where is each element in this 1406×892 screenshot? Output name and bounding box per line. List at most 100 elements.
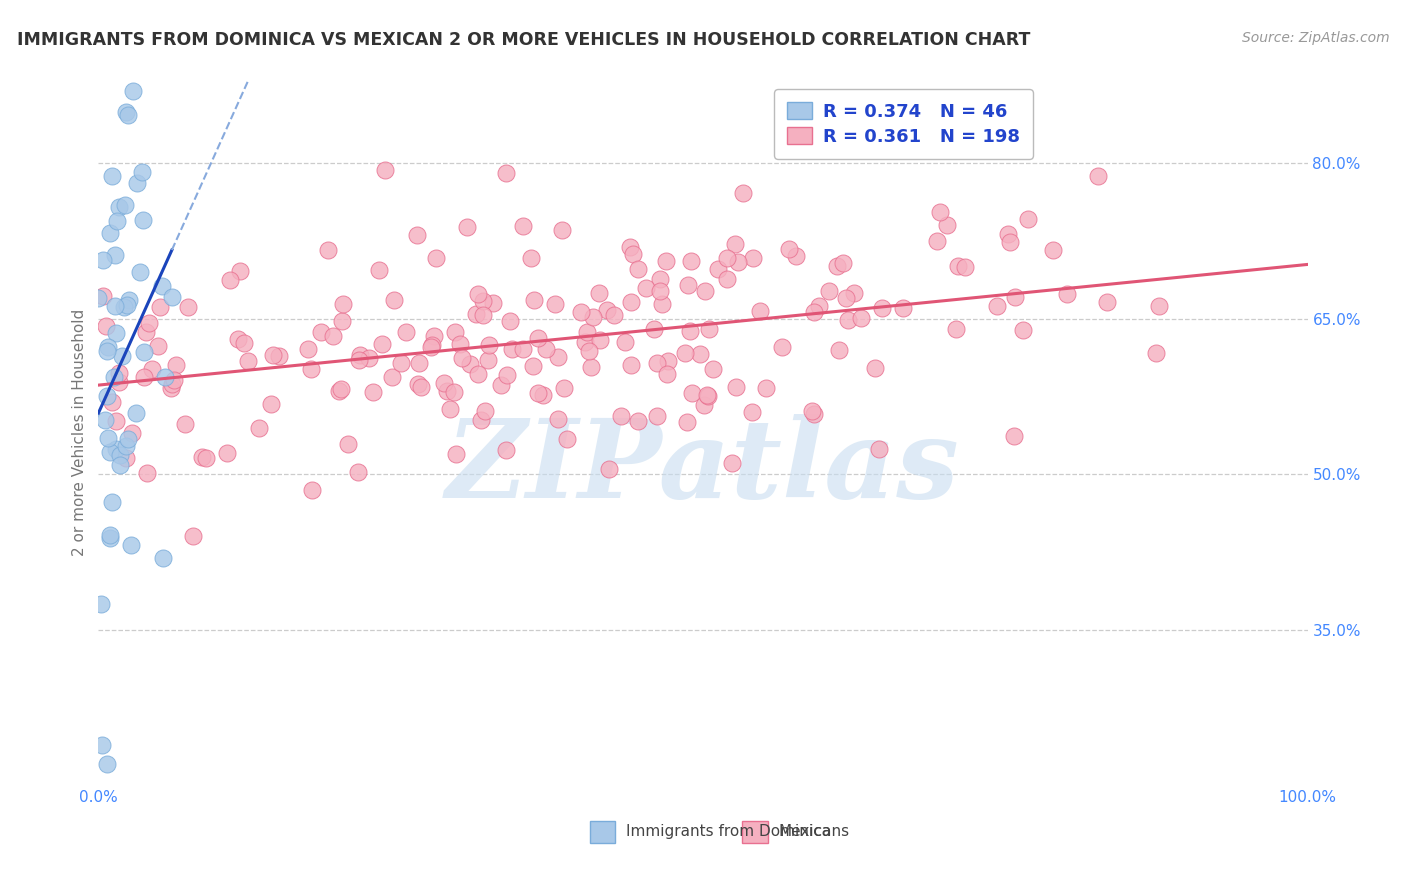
Point [574,335,596,350]
Point [610,409,633,424]
Point [467,286,489,301]
Point [226,332,249,346]
Point [337,437,360,451]
Point [534,342,557,356]
Point [697,321,720,335]
Point [125,406,148,420]
Point [927,234,949,248]
Point [389,355,412,369]
Point [512,219,534,233]
Point [785,249,807,263]
Point [163,373,186,387]
Text: Source: ZipAtlas.com: Source: ZipAtlas.com [1241,31,1389,45]
Point [495,443,517,458]
Point [97,431,120,445]
Point [501,342,523,356]
Point [229,264,252,278]
Point [93,252,115,267]
Point [316,243,339,257]
Point [953,260,976,275]
Point [141,361,163,376]
Point [512,342,534,356]
Point [471,293,494,308]
Point [94,413,117,427]
Point [553,381,575,395]
Point [96,389,118,403]
Point [627,414,650,428]
Point [160,381,183,395]
Point [650,284,672,298]
Point [347,353,370,368]
Point [531,388,554,402]
Point [832,256,855,270]
Point [153,370,176,384]
Point [148,339,170,353]
Point [423,329,446,343]
Point [835,291,858,305]
Point [349,348,371,362]
Point [267,349,290,363]
Point [482,295,505,310]
Point [578,343,600,358]
Point [681,253,703,268]
Point [96,344,118,359]
Point [297,343,319,357]
Point [262,348,284,362]
Point [236,354,259,368]
Point [115,439,138,453]
Point [828,343,851,357]
Point [679,324,702,338]
Point [543,296,565,310]
Point [117,433,139,447]
Point [132,370,155,384]
Point [770,340,793,354]
Point [1056,287,1078,301]
Point [125,176,148,190]
Point [98,226,121,240]
Point [357,351,380,365]
Point [152,551,174,566]
Point [1011,323,1033,337]
Point [689,347,711,361]
Point [523,293,546,307]
Point [371,337,394,351]
Point [91,739,114,753]
Point [134,345,156,359]
Point [706,261,728,276]
Point [588,333,610,347]
Point [121,425,143,440]
Point [107,376,129,390]
Text: IMMIGRANTS FROM DOMINICA VS MEXICAN 2 OR MORE VEHICLES IN HOUSEHOLD CORRELATION : IMMIGRANTS FROM DOMINICA VS MEXICAN 2 OR… [17,31,1031,49]
Point [803,305,825,319]
Point [439,402,461,417]
Point [444,447,467,461]
Point [837,313,859,327]
Point [117,108,139,122]
Point [673,346,696,360]
Point [97,340,120,354]
Text: Mexicans: Mexicans [779,824,851,839]
Point [374,163,396,178]
Point [474,404,496,418]
Point [115,298,138,312]
Point [643,322,665,336]
Point [621,246,644,260]
Point [160,290,183,304]
Point [1042,243,1064,257]
Point [105,414,128,428]
Point [778,242,800,256]
Point [696,388,718,402]
Point [114,104,136,119]
Point [138,316,160,330]
Point [367,263,389,277]
Point [470,412,492,426]
Point [579,360,602,375]
Text: ZIPatlas: ZIPatlas [446,414,960,522]
Point [309,325,332,339]
Point [620,358,643,372]
Point [444,326,467,340]
Point [183,529,205,543]
Point [408,376,430,391]
Point [1144,346,1167,360]
Point [870,301,893,315]
